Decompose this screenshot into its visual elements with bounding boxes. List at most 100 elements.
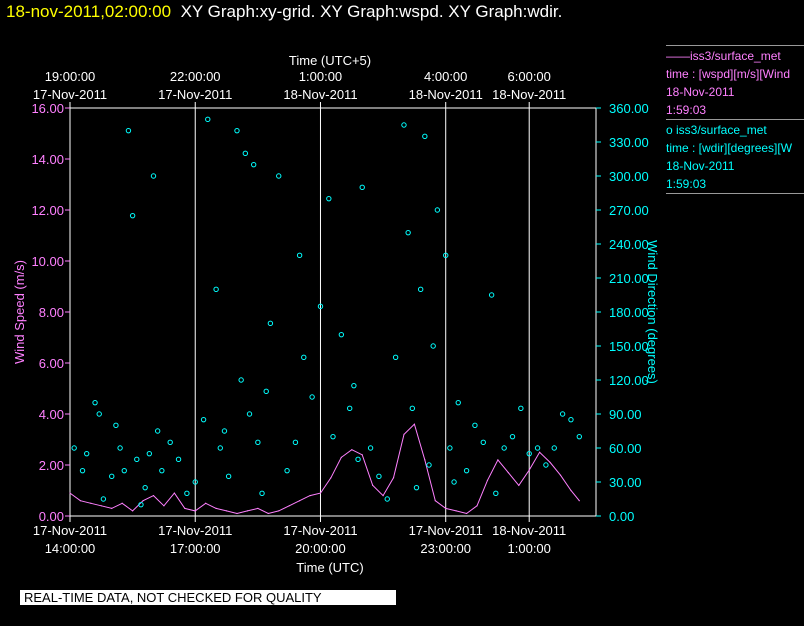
wdir-point	[384, 496, 390, 502]
wdir-point	[246, 411, 253, 417]
wdir-point	[184, 490, 190, 497]
x-top-tick-time: 1:00:00	[299, 69, 342, 84]
wdir-point	[125, 127, 132, 134]
wdir-point	[451, 479, 457, 485]
legend-wspd-time: 1:59:03	[666, 103, 707, 117]
wdir-point	[213, 286, 219, 293]
wspd-point	[578, 500, 580, 502]
wdir-point	[543, 462, 549, 468]
y-right-tick-label: 150.00	[609, 339, 649, 354]
wdir-point	[175, 456, 182, 463]
wspd-point	[79, 500, 82, 502]
wdir-point	[409, 405, 416, 412]
y-right-tick-label: 180.00	[609, 305, 649, 320]
y-right-tick-label: 240.00	[609, 237, 649, 252]
wspd-point	[225, 510, 228, 512]
wdir-point	[301, 354, 307, 361]
wdir-point	[192, 479, 198, 485]
wdir-point	[129, 212, 136, 219]
y-right-tick-label: 330.00	[609, 135, 649, 150]
legend-wspd: ——iss3/surface_met time : [wspd][m/s][Wi…	[666, 45, 804, 119]
y-right-tick-label: 270.00	[609, 203, 649, 218]
wspd-point	[257, 507, 259, 509]
wdir-point	[351, 382, 357, 389]
wdir-point	[355, 456, 361, 463]
wdir-point	[367, 445, 374, 451]
wspd-point	[424, 459, 426, 461]
wspd-point	[330, 477, 332, 479]
wdir-point	[447, 445, 453, 451]
wspd-point	[90, 502, 92, 504]
y-left-tick-label: 10.00	[31, 254, 64, 269]
wspd-point	[173, 492, 175, 494]
wspd-point	[267, 512, 269, 515]
wspd-point	[121, 502, 123, 504]
wdir-point	[576, 433, 583, 440]
x-top-tick-time: 22:00:00	[170, 69, 221, 84]
x-bottom-tick-time: 23:00:00	[420, 541, 471, 556]
wspd-point	[507, 472, 509, 474]
legend-wdir-date: 18-Nov-2011	[666, 159, 735, 173]
wspd-point	[111, 507, 113, 509]
wspd-point	[215, 507, 217, 509]
y-left-tick-label: 14.00	[31, 152, 64, 167]
wdir-point	[568, 416, 574, 423]
wdir-point	[96, 411, 102, 417]
wspd-point	[413, 423, 416, 425]
wdir-point	[326, 195, 332, 202]
wdir-point	[109, 473, 115, 480]
legend-divider	[666, 45, 804, 46]
wspd-point	[445, 507, 447, 509]
legend-wdir: o iss3/surface_met time : [wdir][degrees…	[666, 119, 804, 194]
wdir-point	[142, 484, 148, 491]
y-left-tick-label: 8.00	[39, 305, 64, 320]
header-graph-titles: XY Graph:xy-grid. XY Graph:wspd. XY Grap…	[180, 2, 563, 21]
wdir-point	[138, 501, 144, 508]
y-left-tick-label: 2.00	[39, 458, 64, 473]
x-bottom-tick-date: 17-Nov-2011	[33, 523, 107, 538]
y-left-tick-label: 4.00	[39, 407, 64, 422]
wspd-point	[100, 505, 102, 507]
wspd-point	[69, 492, 71, 494]
wspd-point	[539, 451, 541, 453]
wspd-point	[455, 510, 457, 512]
wspd-point	[184, 507, 186, 509]
x-bottom-tick-time: 20:00:00	[295, 541, 346, 556]
wdir-point	[79, 467, 86, 474]
x-bottom-tick-time: 14:00:00	[45, 541, 96, 556]
wdir-point	[83, 450, 90, 457]
wdir-point	[493, 490, 499, 497]
wdir-point	[346, 405, 353, 412]
x-top-tick-date: 18-Nov-2011	[283, 87, 357, 102]
wspd-point	[319, 492, 322, 494]
legend-wdir-time: 1:59:03	[666, 177, 707, 191]
x-top-tick-time: 19:00:00	[45, 69, 96, 84]
y-right-tick-label: 30.00	[609, 475, 642, 490]
wspd-point	[288, 505, 290, 507]
wspd-point	[382, 495, 384, 497]
x-bottom-tick-date: 17-Nov-2011	[158, 523, 232, 538]
wspd-point	[236, 512, 238, 515]
wdir-point	[167, 439, 173, 446]
wdir-point	[472, 422, 478, 429]
x-top-tick-time: 6:00:00	[508, 69, 551, 84]
wdir-point	[330, 433, 336, 440]
wspd-point	[309, 495, 311, 497]
legend-wspd-series: ——iss3/surface_met	[666, 49, 781, 63]
wdir-point	[413, 484, 420, 491]
wdir-point	[501, 445, 507, 451]
wspd-point	[152, 495, 155, 497]
wdir-point	[259, 490, 265, 497]
wdir-point	[518, 405, 524, 412]
wdir-point	[134, 456, 140, 463]
wdir-point	[534, 445, 541, 451]
wspd-point	[205, 502, 207, 504]
x-top-tick-date: 17-Nov-2011	[33, 87, 107, 102]
wdir-point	[221, 428, 228, 434]
wdir-point	[509, 433, 516, 440]
quality-disclaimer: REAL-TIME DATA, NOT CHECKED FOR QUALITY	[20, 590, 396, 605]
wdir-point	[267, 320, 274, 327]
wdir-point	[113, 422, 119, 429]
y-right-axis-label: Wind Direction (degrees)	[645, 240, 660, 384]
